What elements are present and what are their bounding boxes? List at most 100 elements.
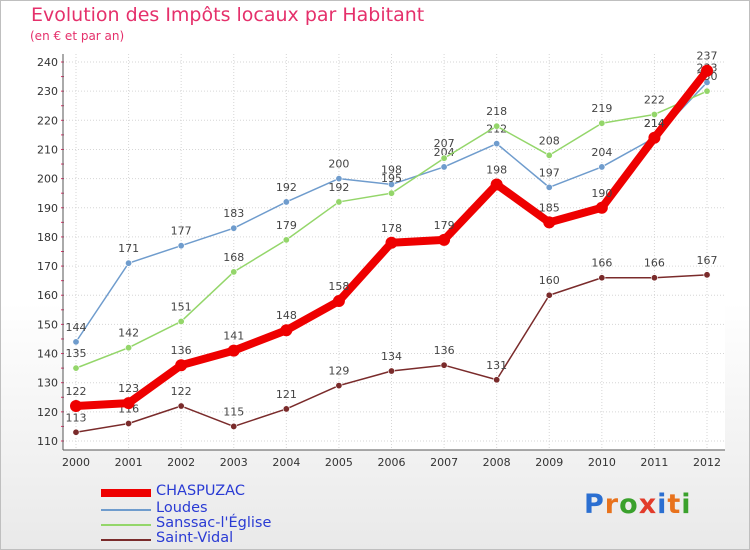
- y-tick-label: 200: [37, 173, 58, 186]
- legend-swatch: [101, 524, 151, 526]
- y-tick-label: 180: [37, 231, 58, 244]
- legend-swatch: [101, 539, 151, 541]
- x-tick-label: 2003: [220, 456, 248, 469]
- y-tick-label: 150: [37, 318, 58, 331]
- logo-letter: P: [584, 489, 605, 520]
- chart-subtitle: (en € et par an): [30, 29, 125, 43]
- data-label: 144: [66, 321, 87, 334]
- data-point: [122, 397, 135, 410]
- data-label: 222: [644, 93, 665, 106]
- data-label: 185: [539, 201, 560, 214]
- data-point: [72, 338, 80, 346]
- data-point: [440, 163, 448, 171]
- x-tick-label: 2010: [588, 456, 616, 469]
- data-point: [650, 274, 658, 282]
- data-label: 177: [171, 225, 192, 238]
- logo-letter: x: [638, 489, 658, 520]
- data-point: [227, 344, 240, 357]
- data-label: 134: [381, 350, 402, 363]
- data-label: 192: [276, 181, 297, 194]
- data-label: 167: [697, 254, 718, 267]
- data-point: [543, 216, 556, 229]
- data-point: [125, 259, 133, 267]
- legend-swatch: [101, 509, 151, 511]
- data-label: 198: [381, 163, 402, 176]
- y-tick-label: 240: [37, 56, 58, 69]
- data-point: [282, 198, 290, 206]
- data-point: [387, 367, 395, 375]
- data-label: 204: [591, 146, 612, 159]
- data-label: 136: [171, 344, 192, 357]
- data-point: [335, 175, 343, 183]
- data-point: [335, 198, 343, 206]
- data-label: 166: [644, 257, 665, 270]
- data-label: 148: [276, 309, 297, 322]
- y-tick-label: 130: [37, 377, 58, 390]
- data-point: [387, 180, 395, 188]
- data-point: [282, 236, 290, 244]
- y-tick-label: 190: [37, 202, 58, 215]
- data-point: [703, 87, 711, 95]
- data-label: 142: [118, 327, 139, 340]
- data-point: [493, 140, 501, 148]
- legend-item-sanssac: Sanssac-l'Église: [101, 515, 331, 533]
- data-point: [280, 324, 293, 337]
- data-label: 166: [591, 257, 612, 270]
- legend-item-saint-vidal: Saint-Vidal: [101, 530, 331, 548]
- y-tick-label: 170: [37, 260, 58, 273]
- y-tick-label: 230: [37, 85, 58, 98]
- data-label: 171: [118, 242, 139, 255]
- x-tick-label: 2011: [640, 456, 668, 469]
- x-tick-label: 2004: [272, 456, 300, 469]
- legend-item-chaspuzac: CHASPUZAC: [101, 483, 331, 501]
- data-label: 115: [223, 405, 244, 418]
- y-tick-label: 220: [37, 114, 58, 127]
- data-point: [598, 163, 606, 171]
- logo-letter: t: [667, 489, 682, 520]
- data-label: 160: [539, 274, 560, 287]
- data-point: [598, 274, 606, 282]
- data-point: [230, 422, 238, 430]
- y-tick-label: 160: [37, 289, 58, 302]
- data-point: [440, 361, 448, 369]
- data-point: [438, 233, 451, 246]
- proxiti-logo: Proxiti: [584, 489, 692, 520]
- y-tick-label: 110: [37, 435, 58, 448]
- data-point: [70, 400, 82, 413]
- data-point: [177, 317, 185, 325]
- data-point: [177, 402, 185, 410]
- x-tick-label: 2000: [62, 456, 90, 469]
- data-point: [595, 201, 608, 214]
- data-label: 208: [539, 134, 560, 147]
- data-label: 192: [328, 181, 349, 194]
- data-label: 179: [276, 219, 297, 232]
- logo-letter: i: [681, 489, 692, 520]
- logo-letter: o: [619, 489, 639, 520]
- data-label: 122: [171, 385, 192, 398]
- data-label: 129: [328, 365, 349, 378]
- legend-swatch: [101, 489, 151, 497]
- chart-title: Evolution des Impôts locaux par Habitant: [31, 4, 425, 26]
- data-point: [282, 405, 290, 413]
- data-point: [440, 154, 448, 162]
- data-label: 135: [66, 347, 87, 360]
- data-label: 168: [223, 251, 244, 264]
- data-point: [335, 382, 343, 390]
- data-point: [72, 428, 80, 436]
- logo-letter: r: [604, 489, 620, 520]
- data-label: 214: [644, 117, 665, 130]
- data-label: 218: [486, 105, 507, 118]
- x-tick-label: 2012: [693, 456, 721, 469]
- legend-label: CHASPUZAC: [156, 483, 245, 499]
- data-point: [648, 131, 661, 144]
- y-tick-label: 140: [37, 348, 58, 361]
- logo-letter: i: [657, 489, 668, 520]
- x-tick-label: 2008: [483, 456, 511, 469]
- data-label: 158: [328, 280, 349, 293]
- data-label: 190: [591, 187, 612, 200]
- data-point: [125, 420, 133, 428]
- x-tick-label: 2009: [535, 456, 563, 469]
- data-point: [490, 178, 503, 191]
- data-point: [545, 183, 553, 191]
- data-label: 123: [118, 382, 139, 395]
